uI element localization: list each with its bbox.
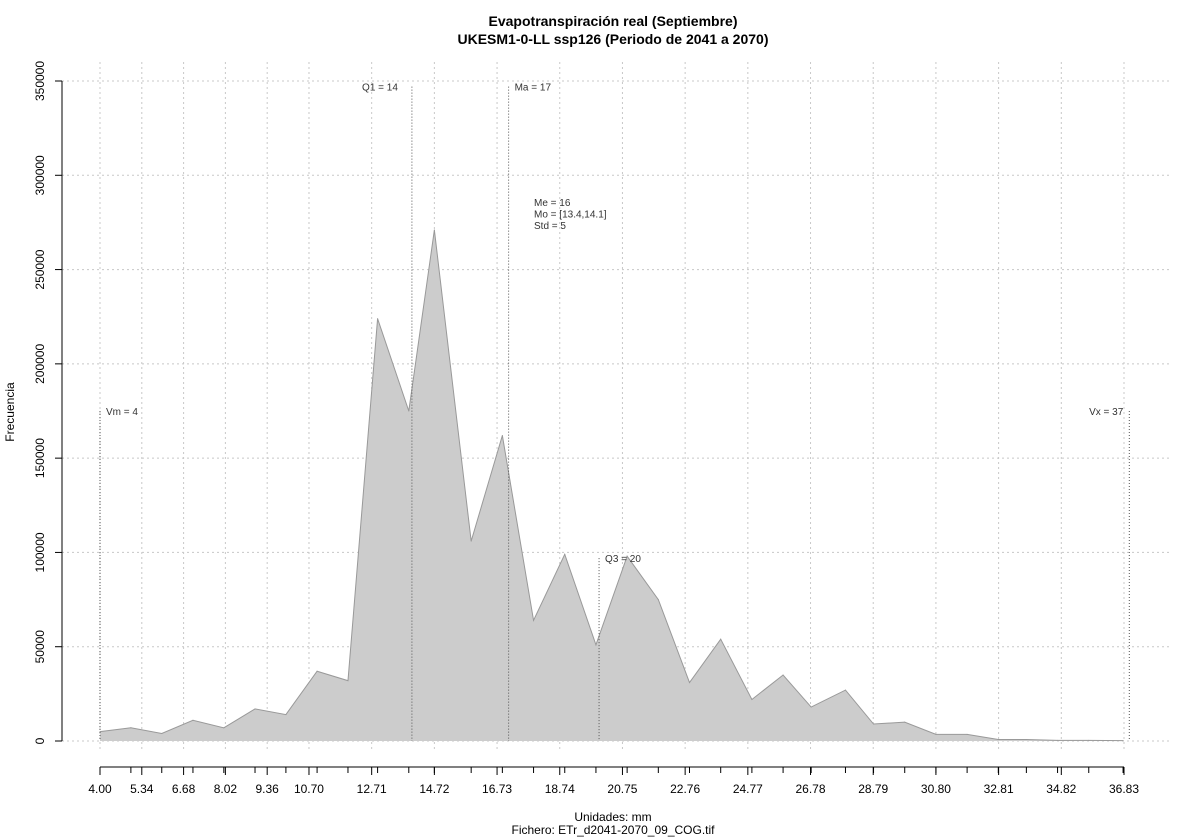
x-tick-label: 5.34 — [130, 782, 154, 796]
data-point — [997, 738, 999, 740]
data-point — [408, 410, 410, 412]
data-point — [751, 699, 753, 701]
data-point — [1088, 739, 1090, 741]
data-point — [844, 689, 846, 691]
stats-text: Me = 16 — [534, 198, 571, 209]
x-tick-label: 22.76 — [670, 782, 700, 796]
data-point — [966, 733, 968, 735]
x-tick-label: 26.78 — [796, 782, 826, 796]
x-tick-label: 8.02 — [214, 782, 238, 796]
reference-label: Q1 = 14 — [362, 83, 398, 94]
data-point — [470, 540, 472, 542]
y-tick-label: 300000 — [33, 155, 47, 195]
data-point — [377, 318, 379, 320]
area-outline — [99, 229, 1124, 742]
y-tick-label: 250000 — [33, 249, 47, 289]
x-tick-label: 18.74 — [545, 782, 575, 796]
x-tick-label: 34.82 — [1046, 782, 1076, 796]
data-point — [316, 670, 318, 672]
stats-text: Std = 5 — [534, 221, 566, 232]
y-tick-label: 350000 — [33, 61, 47, 101]
data-point — [533, 619, 535, 621]
data-point — [223, 727, 225, 729]
data-point — [347, 680, 349, 682]
x-tick-label: 30.80 — [921, 782, 951, 796]
data-point — [254, 708, 256, 710]
x-tick-label: 9.36 — [256, 782, 280, 796]
data-point — [501, 435, 503, 437]
data-point — [782, 674, 784, 676]
data-point — [433, 229, 435, 231]
y-tick-label: 150000 — [33, 438, 47, 478]
y-axis-label: Frecuencia — [3, 382, 17, 442]
data-point — [689, 682, 691, 684]
footer-filename: Fichero: ETr_d2041-2070_09_COG.tif — [512, 823, 716, 837]
x-tick-label: 20.75 — [607, 782, 637, 796]
y-tick-label: 0 — [33, 737, 47, 744]
reference-lines: Vm = 4 Q1 = 14 Ma = 17 Q3 = 20 Vx = 37 Me = 1… — [99, 83, 1130, 741]
y-tick-label: 50000 — [33, 630, 47, 664]
chart-title: Evapotranspiración real (Septiembre) — [489, 13, 738, 29]
stats-text: Mo = [13.4,14.1] — [534, 210, 607, 221]
reference-label: Q3 = 20 — [605, 554, 641, 565]
data-point — [1057, 739, 1059, 741]
data-point — [161, 732, 163, 734]
grid — [62, 62, 1170, 752]
x-tick-label: 6.68 — [172, 782, 196, 796]
data-point — [1122, 740, 1124, 742]
frequency-area — [99, 229, 1124, 742]
x-tick-label: 4.00 — [88, 782, 112, 796]
x-tick-label: 16.73 — [482, 782, 512, 796]
axes: 0 50000 100000 150000 200000 250000 300000 3500… — [33, 61, 1139, 796]
data-point — [99, 731, 101, 733]
data-point — [130, 727, 132, 729]
reference-label: Ma = 17 — [515, 83, 552, 94]
x-tick-label: 12.71 — [357, 782, 387, 796]
data-point — [904, 721, 906, 723]
reference-label: Vx = 37 — [1089, 407, 1124, 418]
data-point — [285, 714, 287, 716]
x-axis-label: Unidades: mm — [574, 810, 651, 824]
data-point — [626, 555, 628, 557]
x-tick-label: 10.70 — [294, 782, 324, 796]
reference-label: Vm = 4 — [106, 407, 138, 418]
chart-subtitle: UKESM1-0-LL ssp126 (Periodo de 2041 a 20… — [458, 31, 769, 47]
area-fill — [100, 229, 1124, 741]
data-point — [192, 719, 194, 721]
y-tick-label: 100000 — [33, 532, 47, 572]
data-point — [595, 644, 597, 646]
data-point — [657, 599, 659, 601]
y-tick-label: 200000 — [33, 344, 47, 384]
data-point — [873, 723, 875, 725]
x-tick-label: 32.81 — [984, 782, 1014, 796]
x-tick-label: 24.77 — [733, 782, 763, 796]
x-tick-label: 36.83 — [1109, 782, 1139, 796]
data-point — [810, 706, 812, 708]
x-tick-label: 28.79 — [858, 782, 888, 796]
data-point — [720, 638, 722, 640]
data-point — [935, 733, 937, 735]
data-point — [564, 553, 566, 555]
data-point — [1025, 738, 1027, 740]
x-tick-label: 14.72 — [419, 782, 449, 796]
